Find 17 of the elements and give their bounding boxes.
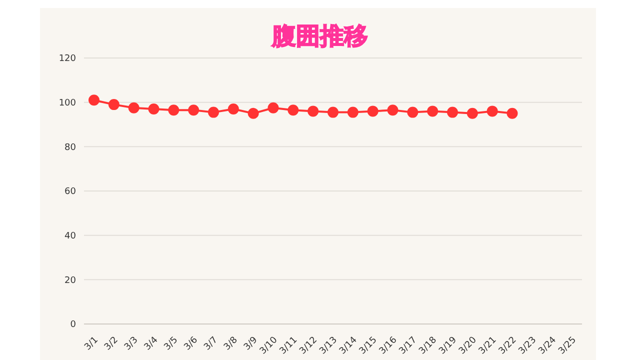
y-tick-label: 80 <box>64 142 76 153</box>
x-tick-label: 3/2 <box>102 335 120 353</box>
x-tick-label: 3/7 <box>202 335 220 353</box>
x-tick-label: 3/8 <box>222 335 240 353</box>
chart-title: 腹囲推移 <box>270 21 369 52</box>
x-tick-label: 3/5 <box>162 335 180 353</box>
x-tick-label: 3/9 <box>242 335 260 353</box>
y-tick-label: 60 <box>64 187 76 198</box>
x-tick-label: 3/6 <box>182 335 200 353</box>
y-tick-label: 120 <box>58 54 76 64</box>
y-tick-label: 100 <box>58 98 76 109</box>
x-tick-label: 3/1 <box>83 335 100 353</box>
x-tick-label: 3/3 <box>122 335 140 353</box>
y-tick-label: 40 <box>64 232 76 242</box>
y-tick-label: 0 <box>70 320 76 330</box>
y-tick-label: 20 <box>64 276 76 286</box>
x-tick-label: 3/4 <box>142 335 160 353</box>
